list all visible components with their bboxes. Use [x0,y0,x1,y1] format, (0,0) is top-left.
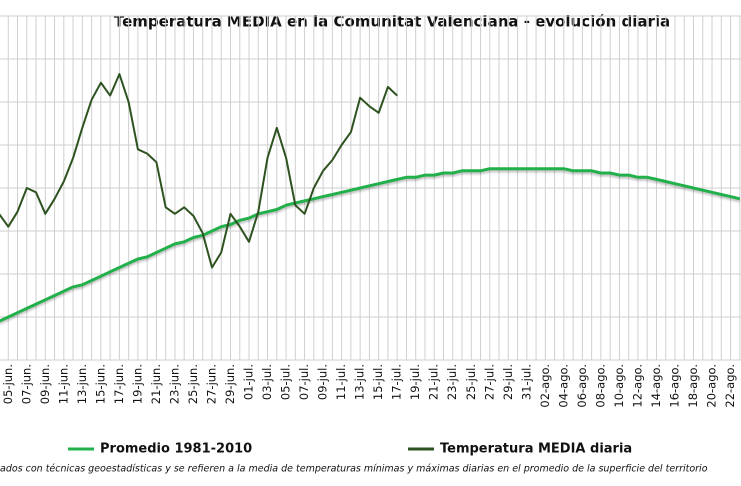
x-tick-label: 19-jun. [130,364,144,404]
x-tick-label: 29-jun. [223,364,237,404]
x-tick-label: 20-ago. [705,364,719,408]
x-tick-label: 17-jul. [390,364,404,400]
x-tick-label: 03-jul. [260,364,274,400]
x-tick-label: 07-jun. [19,364,33,404]
x-tick-label: 19-jul. [408,364,422,400]
x-tick-label: 15-jul. [371,364,385,400]
x-tick-label: 12-ago. [630,364,644,408]
x-tick-label: 25-jul. [464,364,478,400]
x-tick-label: 23-jul. [445,364,459,400]
x-tick-label: 13-jul. [353,364,367,400]
x-tick-label: 22-ago. [723,364,737,408]
footnote: ados con técnicas geoestadísticas y se r… [0,464,708,475]
x-tick-label: 27-jul. [482,364,496,400]
x-tick-label: 11-jun. [56,364,70,404]
x-tick-label: 05-jun. [1,364,15,404]
x-tick-label: 04-ago. [556,364,570,408]
x-tick-label: 27-jun. [204,364,218,404]
x-tick-label: 07-jul. [297,364,311,400]
x-tick-label: 23-jun. [167,364,181,404]
x-tick-label: 17-jun. [112,364,126,404]
legend-label: Promedio 1981-2010 [100,442,252,457]
chart-title: Temperatura MEDIA en la Comunitat Valenc… [114,13,670,31]
x-tick-label: 21-jul. [427,364,441,400]
x-tick-label: 18-ago. [686,364,700,408]
x-tick-label: 15-jun. [93,364,107,404]
x-tick-label: 25-jun. [186,364,200,404]
x-tick-label: 14-ago. [649,364,663,408]
x-tick-label: 31-jul. [519,364,533,400]
x-tick-label: 01-jul. [242,364,256,400]
x-tick-label: 13-jun. [75,364,89,404]
x-tick-label: 10-ago. [612,364,626,408]
x-tick-label: 29-jul. [501,364,515,400]
x-tick-label: 05-jul. [279,364,293,400]
x-tick-label: 06-ago. [575,364,589,408]
x-tick-label: 08-ago. [593,364,607,408]
x-tick-label: 21-jun. [149,364,163,404]
x-tick-label: 09-jul. [316,364,330,400]
x-tick-label: 09-jun. [38,364,52,404]
series-line [0,167,741,323]
x-tick-label: 11-jul. [334,364,348,400]
x-tick-label: 02-ago. [538,364,552,408]
x-tick-label: 16-ago. [667,364,681,408]
series-line [0,73,398,269]
legend-label: Temperatura MEDIA diaria [440,442,632,457]
